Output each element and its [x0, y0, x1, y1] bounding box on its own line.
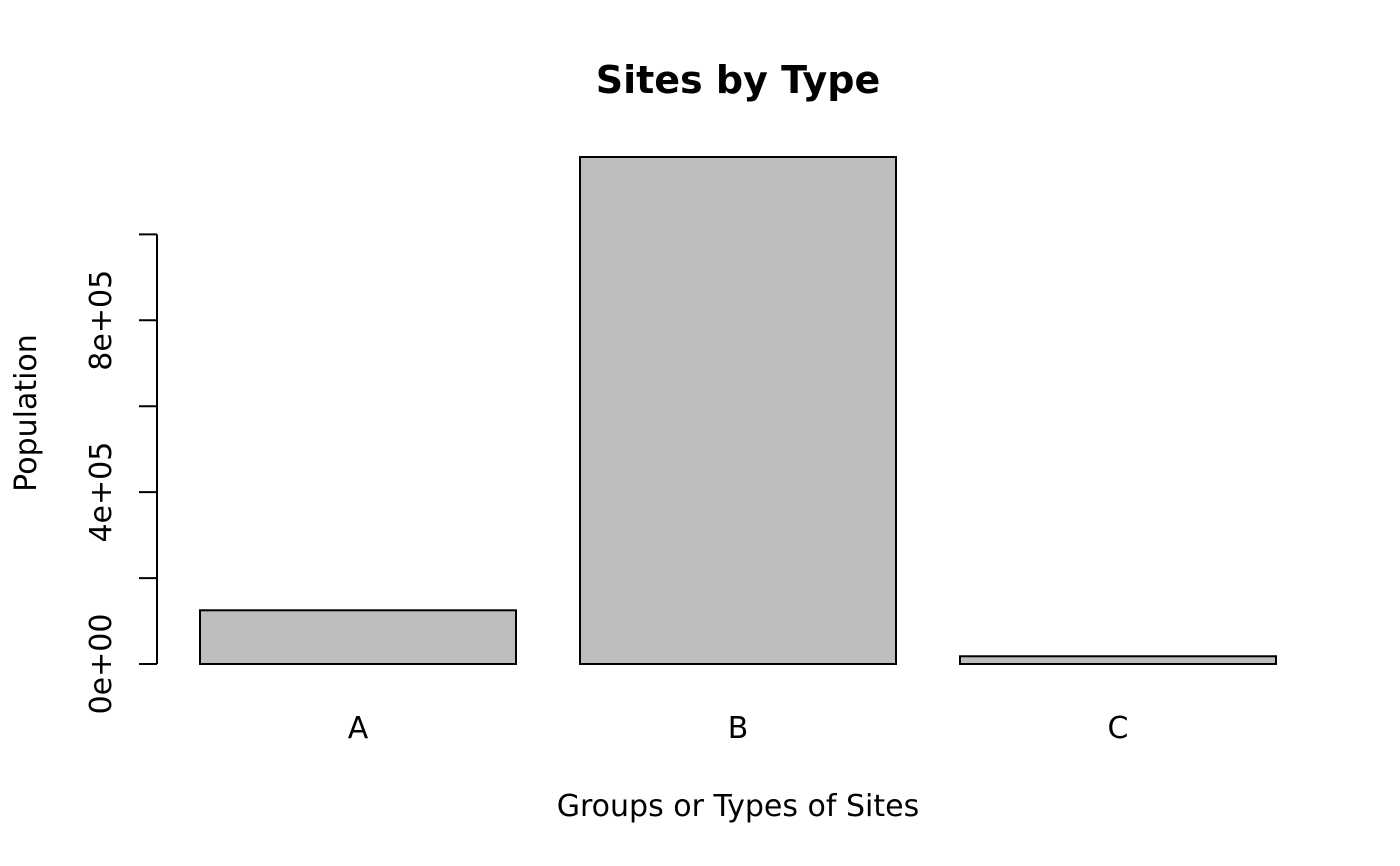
bar-B [579, 156, 897, 665]
bar-A [199, 609, 517, 665]
x-tick-label-B: B [728, 711, 749, 746]
x-tick-label-C: C [1108, 711, 1129, 746]
y-tick-label: 0e+00 [84, 614, 119, 715]
y-tick-label: 4e+05 [84, 442, 119, 543]
y-axis-label: Population [9, 334, 44, 492]
y-tick-label: 8e+05 [84, 270, 119, 371]
bars-layer [199, 156, 1277, 666]
x-axis-category-labels: A B C [348, 711, 1129, 746]
y-axis: 0e+00 4e+05 8e+05 [84, 233, 158, 715]
x-tick-label-A: A [348, 711, 369, 746]
bar-C [959, 655, 1277, 666]
chart-title: Sites by Type [596, 58, 881, 102]
x-axis-label: Groups or Types of Sites [557, 789, 919, 824]
